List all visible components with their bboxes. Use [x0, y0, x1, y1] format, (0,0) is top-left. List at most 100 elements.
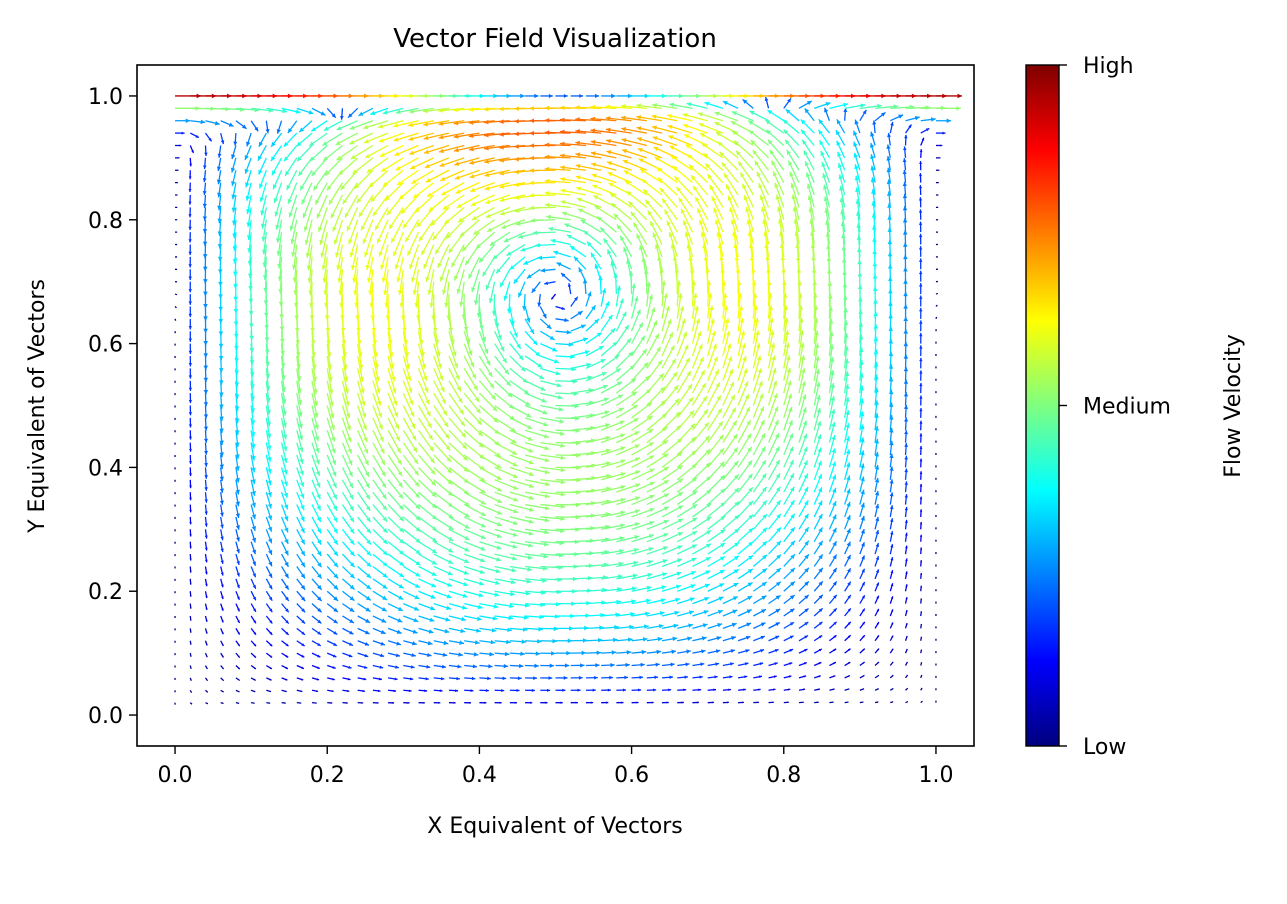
vector-arrow-head — [311, 171, 317, 176]
vector-arrow-head — [544, 118, 550, 123]
vector-arrow-head — [713, 688, 717, 692]
vector-arrow-head — [594, 205, 600, 211]
vector-arrow-head — [662, 572, 667, 577]
vector-arrow-head — [703, 409, 708, 415]
vector-arrow-head — [678, 505, 684, 510]
vector-arrow-head — [349, 573, 355, 579]
vector-arrow-head — [903, 379, 909, 384]
vector-arrow-head — [267, 526, 273, 532]
vector-arrow — [174, 293, 178, 296]
vector-arrow-head — [710, 318, 715, 324]
vector-arrow-head — [786, 149, 792, 155]
vector-arrow-head — [268, 585, 273, 590]
vector-arrow-head — [267, 492, 272, 497]
vector-arrow-head — [726, 330, 731, 336]
vector-arrow-head — [904, 506, 908, 511]
vector-arrow-head — [853, 130, 858, 136]
vector-arrow-head — [635, 470, 641, 475]
vector-arrow-head — [286, 184, 291, 190]
vector-arrow-head — [818, 514, 823, 520]
vector-arrow-head — [281, 375, 286, 380]
vector-arrow — [235, 702, 240, 705]
vector-arrow-head — [393, 689, 397, 693]
vector-arrow-head — [651, 114, 657, 119]
vector-arrow-head — [285, 608, 289, 613]
vector-arrow-head — [634, 457, 640, 462]
vector-arrow — [844, 701, 849, 704]
vector-arrow-head — [405, 237, 410, 243]
vector-arrow-head — [496, 533, 502, 538]
vector-arrow-head — [332, 471, 337, 477]
vector-arrow-head — [564, 318, 569, 323]
vector-arrow-head — [860, 476, 865, 482]
vector-arrow-head — [789, 635, 794, 639]
vector-arrow-head — [891, 609, 894, 612]
vector-arrow-head — [734, 542, 740, 547]
vector-arrow-head — [714, 219, 720, 225]
vector-arrow-head — [641, 649, 647, 655]
vector-arrow-head — [391, 237, 396, 243]
vector-arrow-head — [621, 701, 624, 704]
vector-arrow-head — [408, 136, 414, 141]
vector-arrow-head — [480, 557, 486, 563]
vector-arrow-head — [218, 294, 223, 299]
vector-arrow-head — [654, 333, 659, 339]
vector-arrow-head — [889, 518, 894, 523]
vector-arrow-head — [237, 655, 240, 658]
vector-arrow-head — [331, 689, 334, 693]
vector-arrow-head — [816, 381, 821, 387]
vector-arrow-head — [540, 268, 546, 273]
vector-arrow-head — [718, 434, 724, 440]
vector-arrow-head — [492, 616, 498, 621]
vector-arrow-head — [905, 558, 908, 562]
vector-arrow-head — [595, 93, 600, 99]
vector-arrow-head — [668, 688, 672, 692]
vector-arrow-head — [463, 467, 469, 472]
vector-arrow-head — [203, 353, 208, 358]
vector-arrow-head — [218, 343, 224, 349]
vector-arrow-head — [714, 675, 718, 679]
vector-arrow-head — [818, 635, 823, 639]
vector-arrow-head — [485, 213, 491, 218]
vector-arrow-head — [384, 196, 390, 201]
vector-arrow-head — [633, 560, 639, 566]
vector-arrow-head — [460, 628, 466, 634]
vector-arrow-head — [774, 419, 779, 425]
vector-arrow-head — [189, 473, 192, 477]
vector-arrow-head — [548, 226, 554, 232]
vector-arrow-head — [518, 355, 524, 361]
vector-arrow-head — [395, 653, 400, 658]
vector-arrow-head — [529, 507, 534, 512]
vector-arrow-head — [495, 568, 501, 574]
vector-arrow-head — [502, 676, 507, 681]
vector-arrow-head — [919, 307, 923, 312]
vector-arrow-head — [360, 388, 365, 394]
vector-arrow-head — [659, 187, 665, 193]
vector-arrow-head — [480, 546, 486, 551]
vector-arrow-head — [364, 251, 369, 257]
vector-arrow-head — [188, 436, 192, 440]
vector-arrow-head — [692, 517, 698, 523]
vector-arrow-head — [703, 610, 709, 615]
vector-arrow-head — [775, 608, 781, 614]
vector-arrow-head — [423, 135, 429, 141]
vector-arrow-head — [756, 343, 761, 348]
vector-arrow — [889, 661, 894, 666]
vector-arrow-head — [411, 653, 416, 658]
vector-arrow-head — [220, 584, 224, 588]
vector-arrow-head — [762, 527, 768, 533]
vector-arrow-head — [652, 103, 657, 108]
vector-arrow-head — [506, 381, 511, 386]
vector-arrow-head — [831, 461, 837, 467]
vector-arrow-head — [552, 638, 557, 644]
vector-arrow-head — [529, 180, 534, 186]
vector-arrow-head — [219, 500, 224, 505]
vector-arrow-head — [308, 290, 313, 296]
vector-arrow-head — [759, 393, 764, 399]
vector-arrow-head — [877, 103, 882, 109]
vector-arrow-head — [825, 102, 831, 107]
vector-arrow-head — [818, 621, 823, 626]
vector-arrow-head — [265, 129, 270, 134]
vector-arrow-head — [709, 185, 714, 191]
vector-arrow-head — [266, 409, 271, 415]
